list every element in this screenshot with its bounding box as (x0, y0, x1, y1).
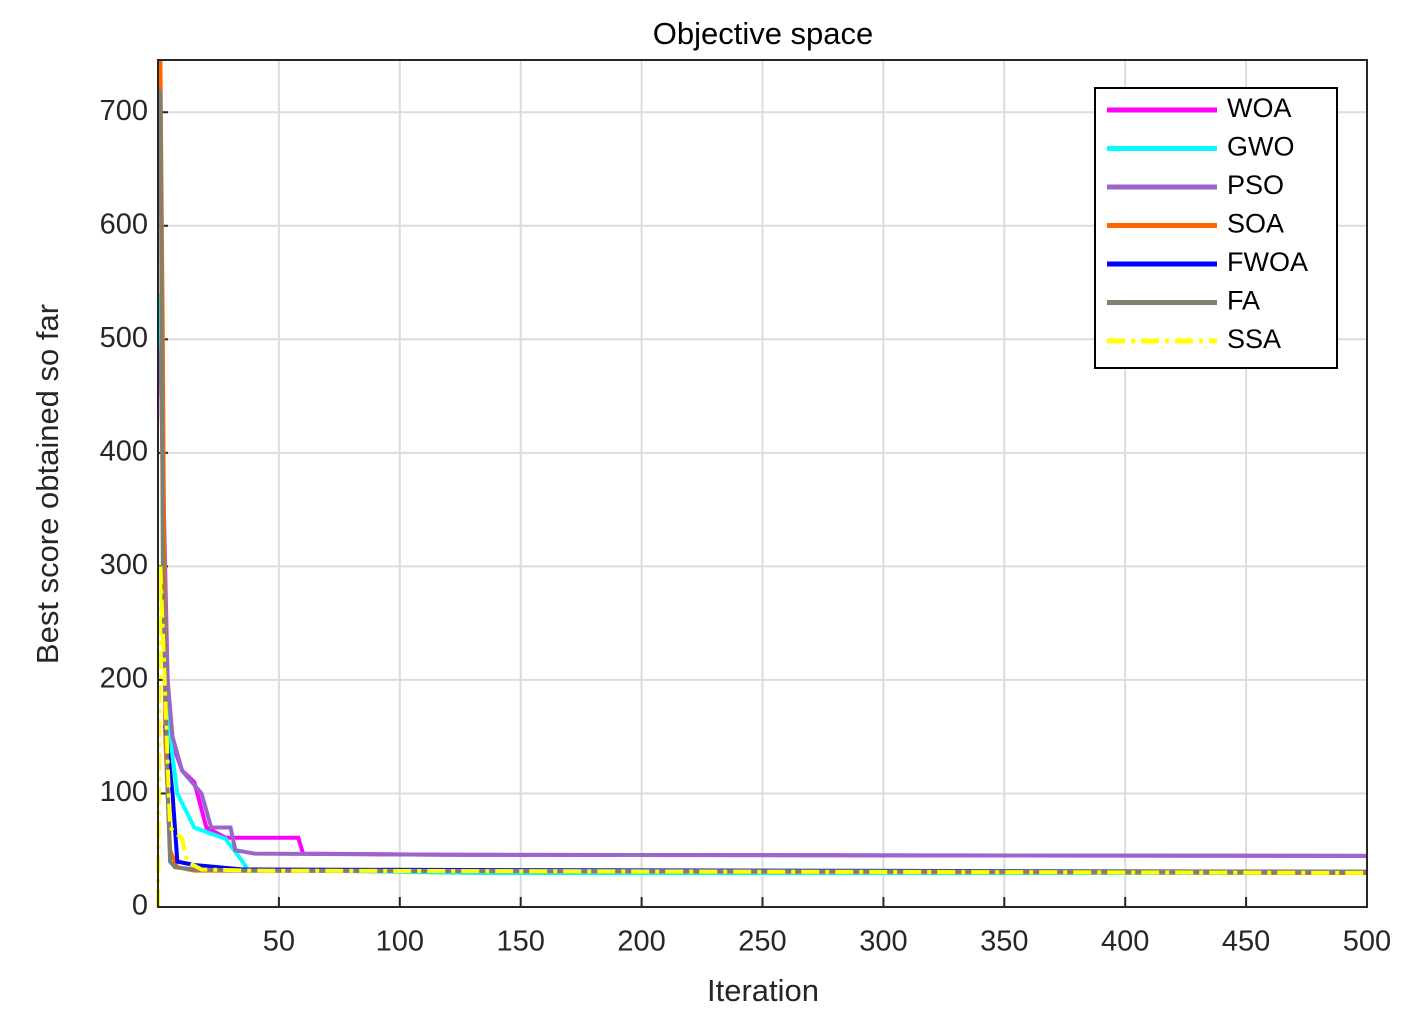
y-tick-label: 700 (100, 95, 148, 127)
legend-label: FWOA (1227, 247, 1308, 277)
legend-label: SOA (1227, 209, 1284, 239)
x-tick-label: 250 (738, 926, 786, 958)
x-tick-label: 100 (376, 926, 424, 958)
plot-frame (157, 59, 1368, 908)
y-tick-label: 100 (100, 776, 148, 808)
series-line (156, 566, 1368, 908)
x-tick-label: 450 (1222, 926, 1270, 958)
chart-title: Objective space (653, 16, 874, 51)
y-axis-label: Best score obtained so far (30, 304, 65, 664)
legend-label: WOA (1227, 93, 1292, 123)
y-tick-label: 500 (100, 322, 148, 354)
y-tick-label: 300 (100, 549, 148, 581)
x-tick-label: 50 (263, 926, 295, 958)
x-tick-label: 200 (617, 926, 665, 958)
y-tick-label: 600 (100, 208, 148, 240)
x-tick-label: 350 (980, 926, 1028, 958)
x-tick-label: 400 (1101, 926, 1149, 958)
x-axis-label: Iteration (707, 973, 819, 1008)
legend-label: SSA (1227, 324, 1281, 354)
y-tick-label: 400 (100, 436, 148, 468)
legend-label: GWO (1227, 132, 1295, 162)
legend-label: PSO (1227, 170, 1284, 200)
x-tick-label: 150 (497, 926, 545, 958)
y-tick-label: 200 (100, 663, 148, 695)
legend-label: FA (1227, 286, 1260, 316)
x-tick-label: 500 (1343, 926, 1391, 958)
y-tick-label: 0 (132, 890, 148, 922)
series-line (158, 350, 1368, 858)
x-tick-label: 300 (859, 926, 907, 958)
